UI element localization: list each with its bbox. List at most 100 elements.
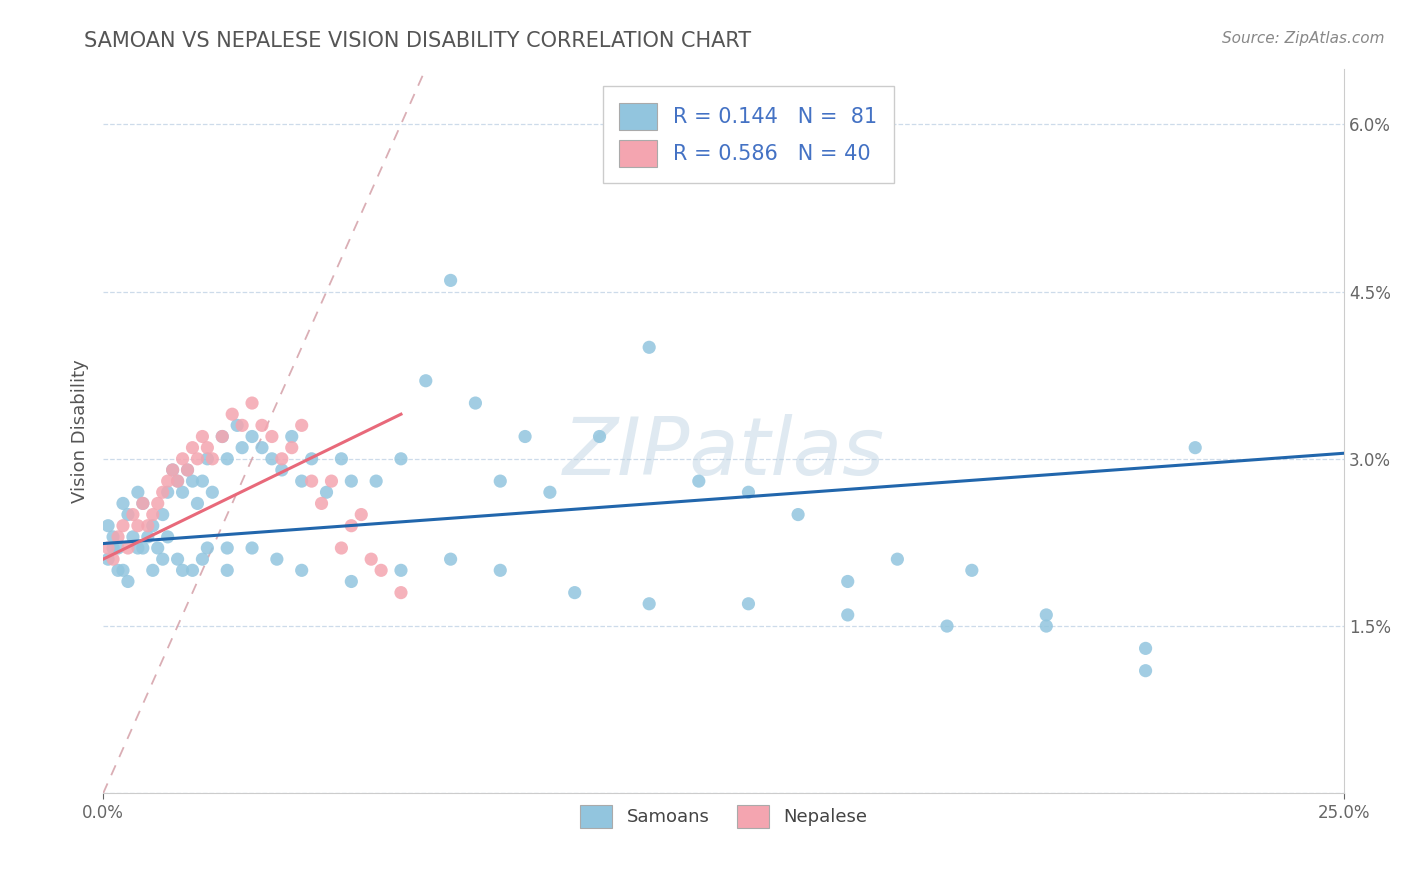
Point xyxy=(107,530,129,544)
Point xyxy=(132,496,155,510)
Point xyxy=(389,451,412,466)
Point xyxy=(638,597,661,611)
Point xyxy=(301,451,323,466)
Point xyxy=(166,474,188,488)
Point xyxy=(122,508,145,522)
Point xyxy=(172,485,194,500)
Point xyxy=(132,496,155,510)
Point xyxy=(97,518,120,533)
Point xyxy=(886,552,908,566)
Point xyxy=(240,541,263,555)
Point xyxy=(181,563,204,577)
Point xyxy=(564,585,586,599)
Point xyxy=(389,563,412,577)
Point xyxy=(270,451,292,466)
Point xyxy=(489,563,512,577)
Point xyxy=(152,508,174,522)
Point xyxy=(195,541,218,555)
Point xyxy=(737,597,759,611)
Point xyxy=(97,541,120,555)
Point xyxy=(97,552,120,566)
Point xyxy=(221,407,243,421)
Point xyxy=(315,485,337,500)
Point xyxy=(1184,441,1206,455)
Point xyxy=(162,463,184,477)
Point xyxy=(152,485,174,500)
Point xyxy=(172,563,194,577)
Point xyxy=(439,273,461,287)
Point xyxy=(117,508,139,522)
Point xyxy=(1135,664,1157,678)
Point xyxy=(107,563,129,577)
Point xyxy=(156,530,179,544)
Point xyxy=(250,418,273,433)
Point xyxy=(166,552,188,566)
Point xyxy=(101,541,124,555)
Point xyxy=(127,541,149,555)
Point xyxy=(176,463,198,477)
Point xyxy=(787,508,810,522)
Point xyxy=(162,463,184,477)
Point xyxy=(136,530,159,544)
Point xyxy=(146,541,169,555)
Point xyxy=(960,563,983,577)
Point xyxy=(117,541,139,555)
Point xyxy=(142,563,165,577)
Point xyxy=(211,429,233,443)
Point xyxy=(389,585,412,599)
Point xyxy=(837,574,859,589)
Point xyxy=(688,474,710,488)
Point xyxy=(439,552,461,566)
Point xyxy=(122,530,145,544)
Point xyxy=(191,552,214,566)
Point xyxy=(638,340,661,354)
Point xyxy=(217,451,239,466)
Point xyxy=(186,496,208,510)
Point xyxy=(266,552,288,566)
Point xyxy=(737,485,759,500)
Point xyxy=(176,463,198,477)
Point xyxy=(489,474,512,488)
Point xyxy=(195,441,218,455)
Point xyxy=(127,485,149,500)
Y-axis label: Vision Disability: Vision Disability xyxy=(72,359,89,503)
Point xyxy=(186,451,208,466)
Point xyxy=(340,574,363,589)
Point xyxy=(270,463,292,477)
Point xyxy=(250,441,273,455)
Point xyxy=(127,518,149,533)
Point xyxy=(240,429,263,443)
Point xyxy=(117,574,139,589)
Point xyxy=(538,485,561,500)
Point xyxy=(936,619,959,633)
Point xyxy=(260,451,283,466)
Point xyxy=(136,518,159,533)
Point xyxy=(226,418,249,433)
Point xyxy=(146,496,169,510)
Point xyxy=(231,441,253,455)
Point xyxy=(340,518,363,533)
Point xyxy=(350,508,373,522)
Point xyxy=(217,541,239,555)
Point xyxy=(181,441,204,455)
Point xyxy=(415,374,437,388)
Point xyxy=(152,552,174,566)
Point xyxy=(301,474,323,488)
Point xyxy=(330,451,353,466)
Point xyxy=(321,474,343,488)
Point xyxy=(111,518,134,533)
Point xyxy=(166,474,188,488)
Point xyxy=(142,518,165,533)
Point xyxy=(101,552,124,566)
Point xyxy=(291,474,314,488)
Point xyxy=(211,429,233,443)
Point xyxy=(360,552,382,566)
Point xyxy=(588,429,610,443)
Point xyxy=(107,541,129,555)
Point xyxy=(340,474,363,488)
Point xyxy=(1035,607,1057,622)
Point xyxy=(464,396,486,410)
Point xyxy=(111,563,134,577)
Point xyxy=(191,474,214,488)
Point xyxy=(142,508,165,522)
